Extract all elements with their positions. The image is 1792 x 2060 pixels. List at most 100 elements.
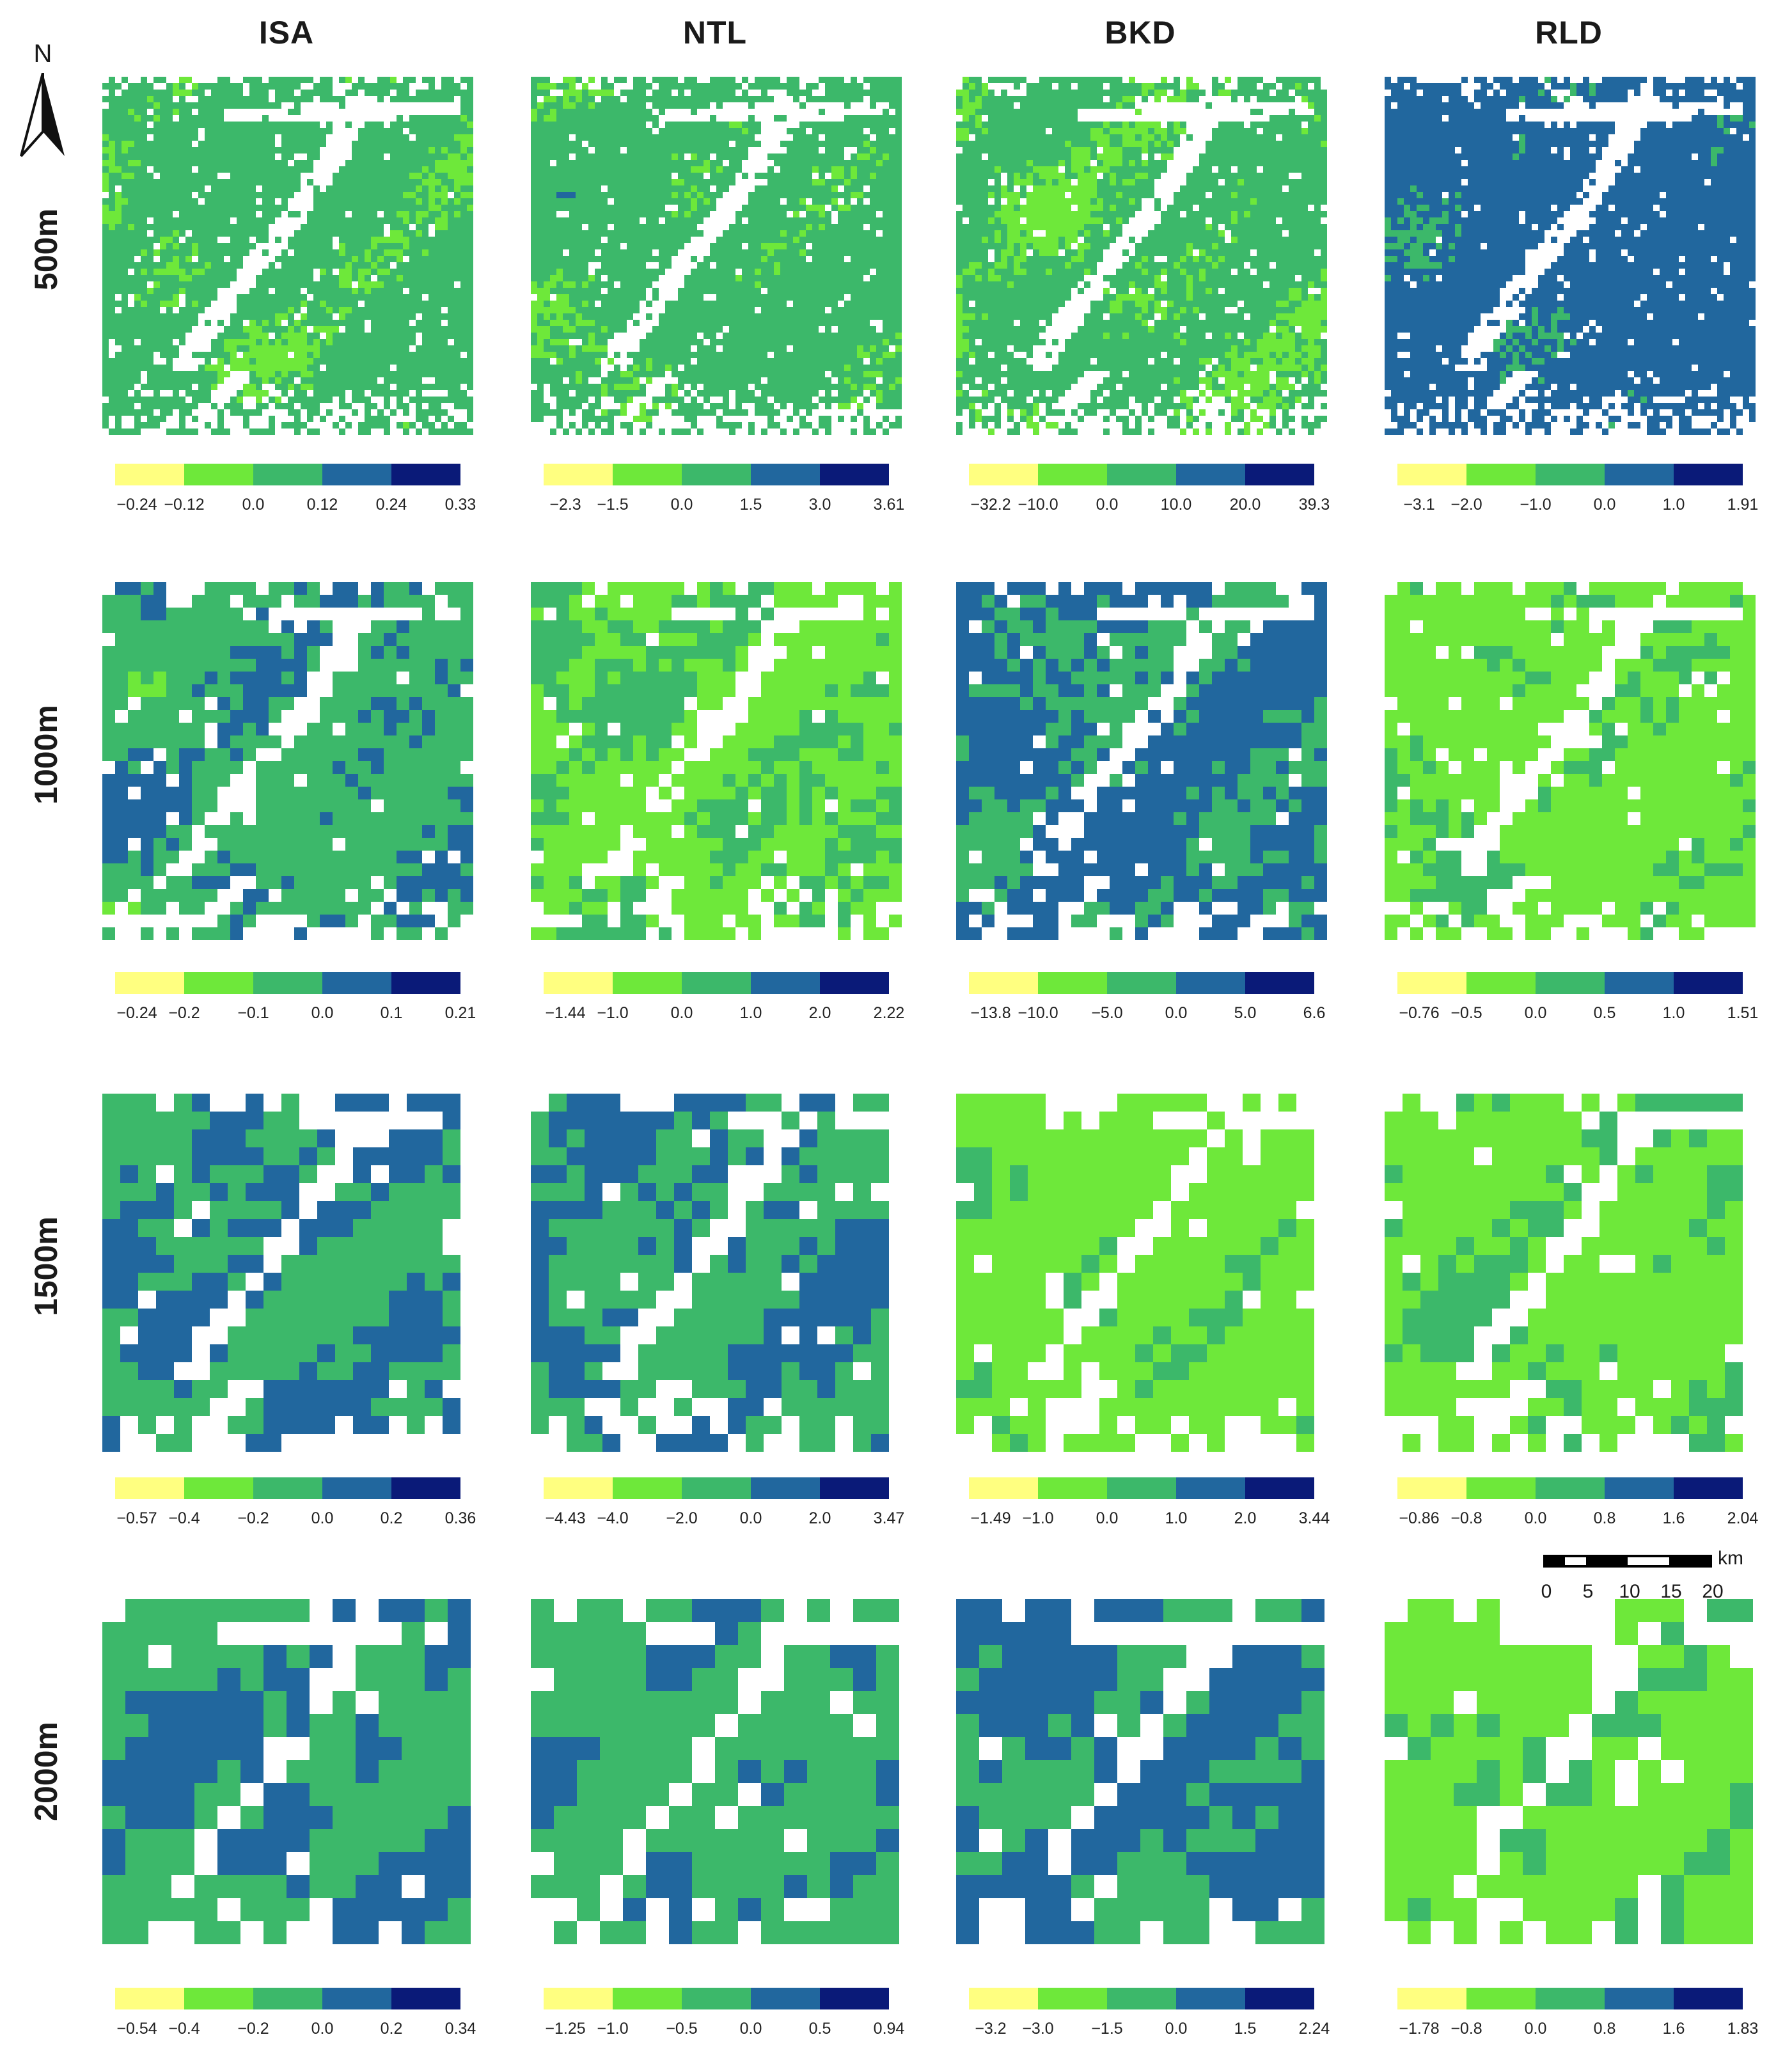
legend-color-bar	[544, 1477, 889, 1499]
color-legend: −3.2 −3.0 −1.5 0.0 1.5 2.24	[969, 1988, 1330, 2039]
legend-tick-label: 1.51	[1727, 1004, 1759, 1022]
column-title: NTL	[682, 15, 748, 51]
legend-tick-label: 0.0	[311, 1004, 334, 1022]
legend-swatch	[1038, 1477, 1107, 1499]
color-legend: −1.78 −0.8 0.0 0.8 1.6 1.83	[1397, 1988, 1758, 2039]
legend-tick-label: 0.2	[380, 1509, 403, 1527]
legend-tick-label: −1.25	[545, 2020, 586, 2038]
legend-swatch	[391, 464, 460, 485]
legend-swatch	[820, 464, 889, 485]
legend-swatch	[1397, 1988, 1466, 2009]
legend-swatch	[1245, 1988, 1314, 2009]
legend-swatch	[1245, 464, 1314, 485]
legend-swatch	[1397, 1477, 1466, 1499]
legend-swatch	[1466, 1477, 1536, 1499]
legend-swatch	[682, 464, 751, 485]
legend-tick-label: 2.0	[1234, 1509, 1257, 1527]
legend-tick-label: 0.0	[242, 496, 265, 514]
legend-tick-label: −1.5	[1091, 2020, 1123, 2038]
map-raster	[956, 77, 1327, 435]
legend-swatch	[751, 1988, 820, 2009]
map-raster	[102, 77, 473, 435]
legend-tick-label: −0.57	[116, 1509, 157, 1527]
legend-color-bar	[1397, 1988, 1743, 2009]
legend-tick-label: 20.0	[1229, 496, 1261, 514]
column-title: ISA	[258, 15, 315, 51]
legend-swatch	[820, 972, 889, 994]
legend-tick-label: −0.8	[1450, 1509, 1482, 1527]
legend-tick-label: 1.0	[1662, 1004, 1685, 1022]
legend-tick-label: 10.0	[1160, 496, 1192, 514]
legend-color-bar	[1397, 464, 1743, 485]
row-title-label: 1000m	[28, 705, 64, 805]
legend-tick-label: 0.0	[739, 1509, 762, 1527]
legend-swatch	[1245, 1477, 1314, 1499]
legend-swatch	[391, 972, 460, 994]
legend-tick-label: −0.5	[1450, 1004, 1482, 1022]
legend-tick-label: 39.3	[1298, 496, 1330, 514]
legend-tick-label: 0.0	[739, 2020, 762, 2038]
legend-swatch	[969, 972, 1038, 994]
legend-swatch	[1107, 1477, 1176, 1499]
legend-tick-label: 1.6	[1662, 2020, 1685, 2038]
color-legend: −0.24 −0.2 −0.1 0.0 0.1 0.21	[115, 972, 476, 1023]
legend-tick-label: −0.12	[164, 496, 205, 514]
legend-swatch	[751, 1477, 820, 1499]
map-raster	[102, 582, 473, 940]
north-arrow: N	[14, 40, 72, 168]
legend-swatch	[682, 1477, 751, 1499]
map-panel	[102, 77, 473, 435]
legend-swatch	[253, 464, 322, 485]
legend-color-bar	[544, 464, 889, 485]
legend-tick-label: 0.0	[1524, 1004, 1547, 1022]
legend-swatch	[115, 972, 184, 994]
legend-swatch	[1176, 1988, 1245, 2009]
map-panel	[956, 1599, 1327, 1957]
legend-tick-label: 0.2	[380, 2020, 403, 2038]
legend-swatch	[1107, 464, 1176, 485]
map-raster	[102, 1599, 471, 1944]
legend-tick-label: 6.6	[1303, 1004, 1326, 1022]
legend-tick-label: 0.0	[1165, 1004, 1188, 1022]
legend-tick-label: −2.3	[549, 496, 581, 514]
legend-tick-label: 0.0	[670, 1004, 693, 1022]
legend-tick-label: −4.0	[597, 1509, 629, 1527]
map-raster	[956, 582, 1327, 940]
legend-swatch	[613, 1988, 682, 2009]
legend-color-bar	[969, 1477, 1314, 1499]
map-panel	[102, 1599, 473, 1957]
legend-swatch	[969, 464, 1038, 485]
legend-tick-label: −4.43	[545, 1509, 586, 1527]
legend-color-bar	[115, 1988, 460, 2009]
legend-swatch	[253, 972, 322, 994]
legend-tick-label: 1.0	[739, 1004, 762, 1022]
legend-swatch	[682, 1988, 751, 2009]
legend-tick-label: −13.8	[970, 1004, 1011, 1022]
legend-swatch	[115, 464, 184, 485]
legend-tick-label: −0.24	[116, 1004, 157, 1022]
legend-swatch	[1674, 464, 1743, 485]
color-legend: −0.54 −0.4 −0.2 0.0 0.2 0.34	[115, 1988, 476, 2039]
color-legend: −0.57 −0.4 −0.2 0.0 0.2 0.36	[115, 1477, 476, 1529]
legend-tick-label: 0.94	[873, 2020, 905, 2038]
legend-swatch	[1536, 972, 1605, 994]
legend-swatch	[115, 1988, 184, 2009]
legend-tick-label: −0.4	[168, 2020, 200, 2038]
legend-tick-label: −0.76	[1399, 1004, 1440, 1022]
legend-swatch	[184, 972, 253, 994]
legend-swatch	[322, 464, 391, 485]
legend-tick-label: −10.0	[1018, 496, 1058, 514]
legend-swatch	[1605, 972, 1674, 994]
map-panel	[1385, 1599, 1756, 1957]
map-panel	[102, 1094, 473, 1452]
map-panel	[531, 1094, 902, 1452]
color-legend: −1.44 −1.0 0.0 1.0 2.0 2.22	[544, 972, 904, 1023]
legend-tick-label: 0.0	[311, 1509, 334, 1527]
legend-tick-label: −0.8	[1450, 2020, 1482, 2038]
north-label: N	[33, 40, 52, 68]
legend-swatch	[184, 1477, 253, 1499]
legend-swatch	[751, 972, 820, 994]
scale-tick-label: 20	[1702, 1581, 1724, 1602]
legend-swatch	[253, 1988, 322, 2009]
legend-tick-label: 0.0	[1524, 2020, 1547, 2038]
